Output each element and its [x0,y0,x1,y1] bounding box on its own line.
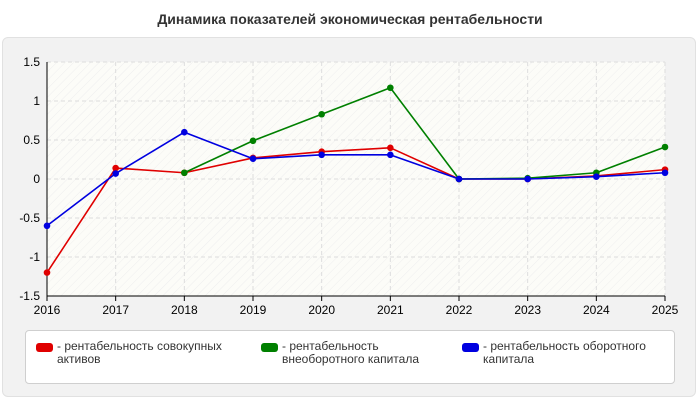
x-tick-label: 2023 [514,303,541,317]
data-point [387,84,394,92]
data-point [181,128,188,136]
data-point [661,169,669,177]
series-line-2 [183,86,666,180]
x-tick-label: 2025 [652,303,679,317]
data-point [181,169,188,177]
chart-title: Динамика показателей экономическая рента… [157,11,543,27]
data-point [387,151,394,159]
data-point [318,151,325,159]
chart-legend: - рентабельность совокупных активов - ре… [25,330,675,384]
y-tick-label: 0 [33,172,40,186]
x-tick-label: 2022 [446,303,473,317]
data-point [318,110,325,118]
legend-label: - рентабельность совокупных активов [57,339,222,366]
y-tick-label: 1.5 [23,55,40,69]
legend-swatch-red [36,343,53,352]
legend-swatch-green [261,343,278,352]
series-line-3 [46,131,666,227]
x-tick-label: 2016 [34,303,61,317]
data-point [593,173,600,180]
x-tick-label: 2021 [377,303,404,317]
y-tick-label: -0.5 [19,211,40,225]
data-point [387,144,394,152]
data-point [249,155,257,163]
data-point [524,175,531,183]
x-tick-label: 2017 [102,303,129,317]
data-point [455,175,463,183]
data-point [661,143,669,151]
data-point [112,164,119,172]
legend-item-current-capital: - рентабельность оборотного капитала [462,340,667,366]
legend-item-noncurrent-capital: - рентабельность внеоборотного капитала [261,340,446,366]
x-tick-label: 2020 [308,303,335,317]
y-tick-label: 1 [33,94,40,108]
data-point [112,170,119,177]
legend-label: - рентабельность внеоборотного капитала [282,339,419,366]
y-tick-label: 0.5 [23,133,40,147]
data-point [249,137,257,145]
x-tick-label: 2018 [171,303,198,317]
y-tick-label: -1 [29,250,40,264]
legend-swatch-blue [462,343,479,352]
y-tick-label: -1.5 [19,289,40,303]
legend-item-total-assets: - рентабельность совокупных активов [36,340,236,366]
legend-label: - рентабельность оборотного капитала [483,339,646,366]
data-point [43,222,51,230]
x-tick-label: 2019 [240,303,267,317]
x-tick-label: 2024 [583,303,610,317]
data-point [43,269,51,276]
